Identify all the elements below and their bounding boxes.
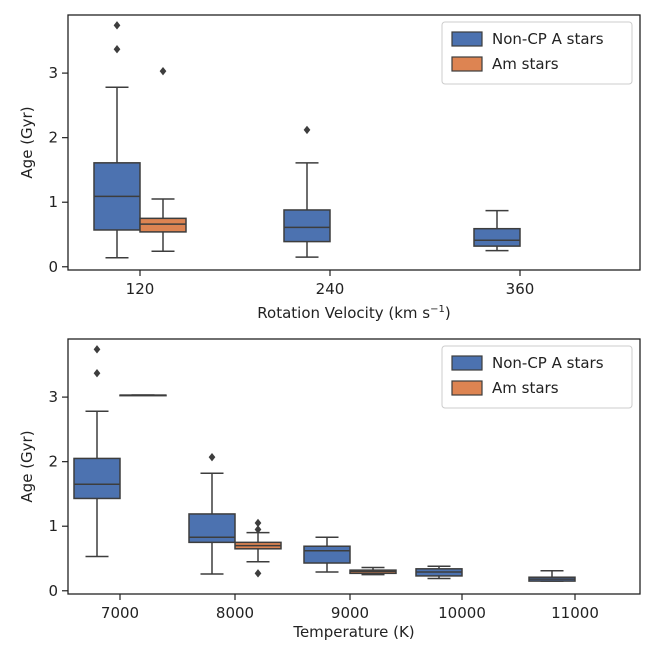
outlier-point: [254, 518, 262, 528]
y-tick-label: 1: [48, 517, 58, 535]
plot-frame: [67, 338, 641, 595]
x-tick-label: 8000: [216, 604, 254, 622]
y-tick-label: 3: [48, 64, 58, 82]
box-non-cp-a-stars-10000: [415, 565, 463, 580]
y-tick-label: 2: [48, 453, 58, 471]
y-tick-label: 2: [48, 129, 58, 147]
box-non-cp-a-stars-360: [473, 209, 521, 252]
outlier-point: [113, 45, 121, 54]
box-body: [73, 457, 121, 500]
outlier-point: [303, 125, 311, 135]
box-non-cp-a-stars-240: [283, 125, 331, 258]
box-am-stars-9000: [349, 566, 397, 576]
outlier-point: [93, 345, 101, 354]
legend: Non-CP A stars Am stars: [441, 21, 633, 85]
box-body: [303, 545, 351, 564]
legend-label: Am stars: [492, 55, 559, 73]
box-body: [283, 209, 331, 243]
x-tick-label: 10000: [438, 604, 486, 622]
box-am-stars-8000: [234, 518, 282, 578]
box-non-cp-a-stars-11000: [528, 570, 576, 582]
outlier-point: [159, 66, 167, 76]
legend-swatch: [451, 56, 483, 72]
box-am-stars-120: [139, 66, 187, 253]
chart-panel-2: 0 1 2 3 7000 8000 9000 10000 11000 Temperature (K…: [18, 338, 641, 641]
box-am-stars-7000: [119, 394, 167, 397]
outlier-point: [208, 452, 216, 462]
box-body: [139, 217, 187, 233]
y-tick-label: 3: [48, 388, 58, 406]
y-axis-title: Age (Gyr): [18, 430, 36, 502]
legend-label: Non-CP A stars: [492, 354, 604, 372]
x-tick-label: 360: [506, 280, 535, 298]
outlier-point: [113, 21, 121, 30]
box-non-cp-a-stars-120: [93, 21, 141, 259]
box-body: [188, 513, 236, 544]
legend-frame: [441, 345, 633, 409]
legend-frame: [441, 21, 633, 85]
box-body: [473, 227, 521, 247]
outlier-point: [254, 569, 262, 578]
x-axis-title: Rotation Velocity (km s−1): [257, 304, 450, 322]
x-tick-label: 11000: [551, 604, 599, 622]
legend-swatch: [451, 31, 483, 47]
legend-swatch: [451, 380, 483, 396]
y-tick-label: 0: [48, 258, 58, 276]
x-tick-label: 120: [126, 280, 155, 298]
legend-swatch: [451, 355, 483, 371]
legend: Non-CP A stars Am stars: [441, 345, 633, 409]
chart-panel-1: 0 1 2 3 120 240 360 Rotation Velocity (km s−1) A…: [18, 14, 641, 322]
plot-frame: [67, 14, 641, 271]
y-tick-label: 1: [48, 193, 58, 211]
y-tick-label: 0: [48, 582, 58, 600]
x-axis-title: Temperature (K): [292, 623, 414, 641]
x-tick-label: 240: [316, 280, 345, 298]
outlier-point: [254, 525, 262, 534]
legend-label: Am stars: [492, 379, 559, 397]
outlier-point: [93, 369, 101, 378]
legend-label: Non-CP A stars: [492, 30, 604, 48]
box-non-cp-a-stars-9000: [303, 536, 351, 573]
box-non-cp-a-stars-8000: [188, 452, 236, 575]
x-tick-label: 9000: [331, 604, 369, 622]
y-axis-title: Age (Gyr): [18, 106, 36, 178]
box-non-cp-a-stars-7000: [73, 345, 121, 558]
x-tick-label: 7000: [101, 604, 139, 622]
